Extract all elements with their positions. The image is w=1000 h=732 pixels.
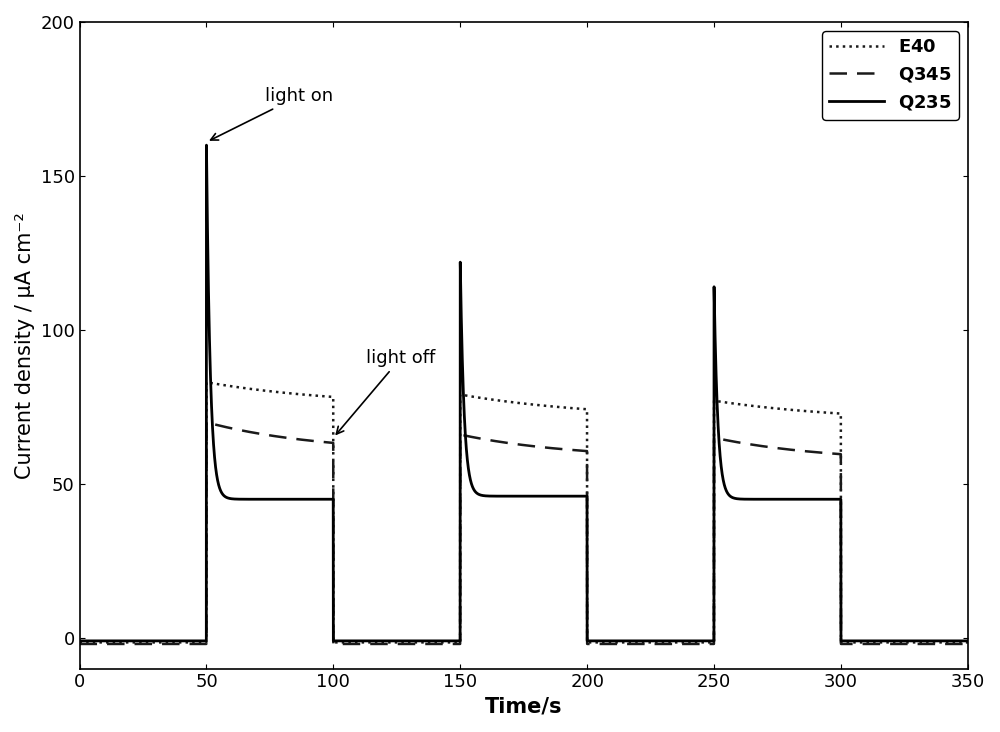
E40 xyxy=(758,403,770,411)
Q345 xyxy=(196,640,208,649)
Q345 xyxy=(962,640,974,649)
E40 xyxy=(196,638,208,647)
Line: Q235: Q235 xyxy=(80,145,968,641)
Q345 xyxy=(200,418,212,427)
E40 xyxy=(74,638,86,647)
E40 xyxy=(946,638,958,647)
Q235 xyxy=(407,637,419,646)
E40 xyxy=(200,378,212,386)
E40 xyxy=(806,407,818,416)
Q235 xyxy=(758,495,770,504)
Legend: $\bf{E40}$, $\bf{Q345}$, $\bf{Q235}$: $\bf{E40}$, $\bf{Q345}$, $\bf{Q235}$ xyxy=(822,31,959,119)
Q345 xyxy=(946,640,958,649)
Q345 xyxy=(460,431,472,440)
Q345 xyxy=(74,640,86,649)
Q235 xyxy=(946,637,958,646)
Text: light off: light off xyxy=(336,349,436,434)
Q345 xyxy=(758,442,770,451)
Line: E40: E40 xyxy=(80,382,968,643)
Q345 xyxy=(407,640,419,649)
Q235 xyxy=(196,637,208,646)
Q235 xyxy=(74,637,86,646)
Text: light on: light on xyxy=(211,87,333,140)
Y-axis label: Current density / μA cm⁻²: Current density / μA cm⁻² xyxy=(15,212,35,479)
E40 xyxy=(460,391,472,400)
Q235 xyxy=(962,637,974,646)
E40 xyxy=(962,638,974,647)
Q345 xyxy=(806,447,818,456)
Q235 xyxy=(806,495,818,504)
Q235 xyxy=(200,141,212,149)
Line: Q345: Q345 xyxy=(80,422,968,644)
Q235 xyxy=(460,438,472,447)
E40 xyxy=(407,638,419,647)
X-axis label: Time/s: Time/s xyxy=(485,697,562,717)
